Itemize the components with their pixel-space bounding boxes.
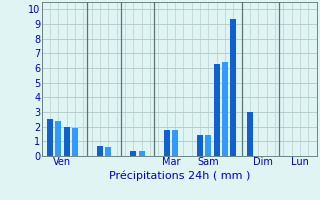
Bar xyxy=(205,135,211,156)
Bar xyxy=(214,64,220,156)
Bar xyxy=(105,147,111,156)
Bar xyxy=(247,112,253,156)
Bar xyxy=(172,130,178,156)
Bar xyxy=(139,151,145,156)
Bar xyxy=(230,19,236,156)
Bar xyxy=(72,128,78,156)
Bar xyxy=(47,119,53,156)
Bar xyxy=(164,130,170,156)
X-axis label: Précipitations 24h ( mm ): Précipitations 24h ( mm ) xyxy=(108,170,250,181)
Bar xyxy=(197,135,203,156)
Bar xyxy=(64,127,69,156)
Bar xyxy=(131,151,136,156)
Bar xyxy=(222,62,228,156)
Bar xyxy=(55,121,61,156)
Bar xyxy=(97,146,103,156)
